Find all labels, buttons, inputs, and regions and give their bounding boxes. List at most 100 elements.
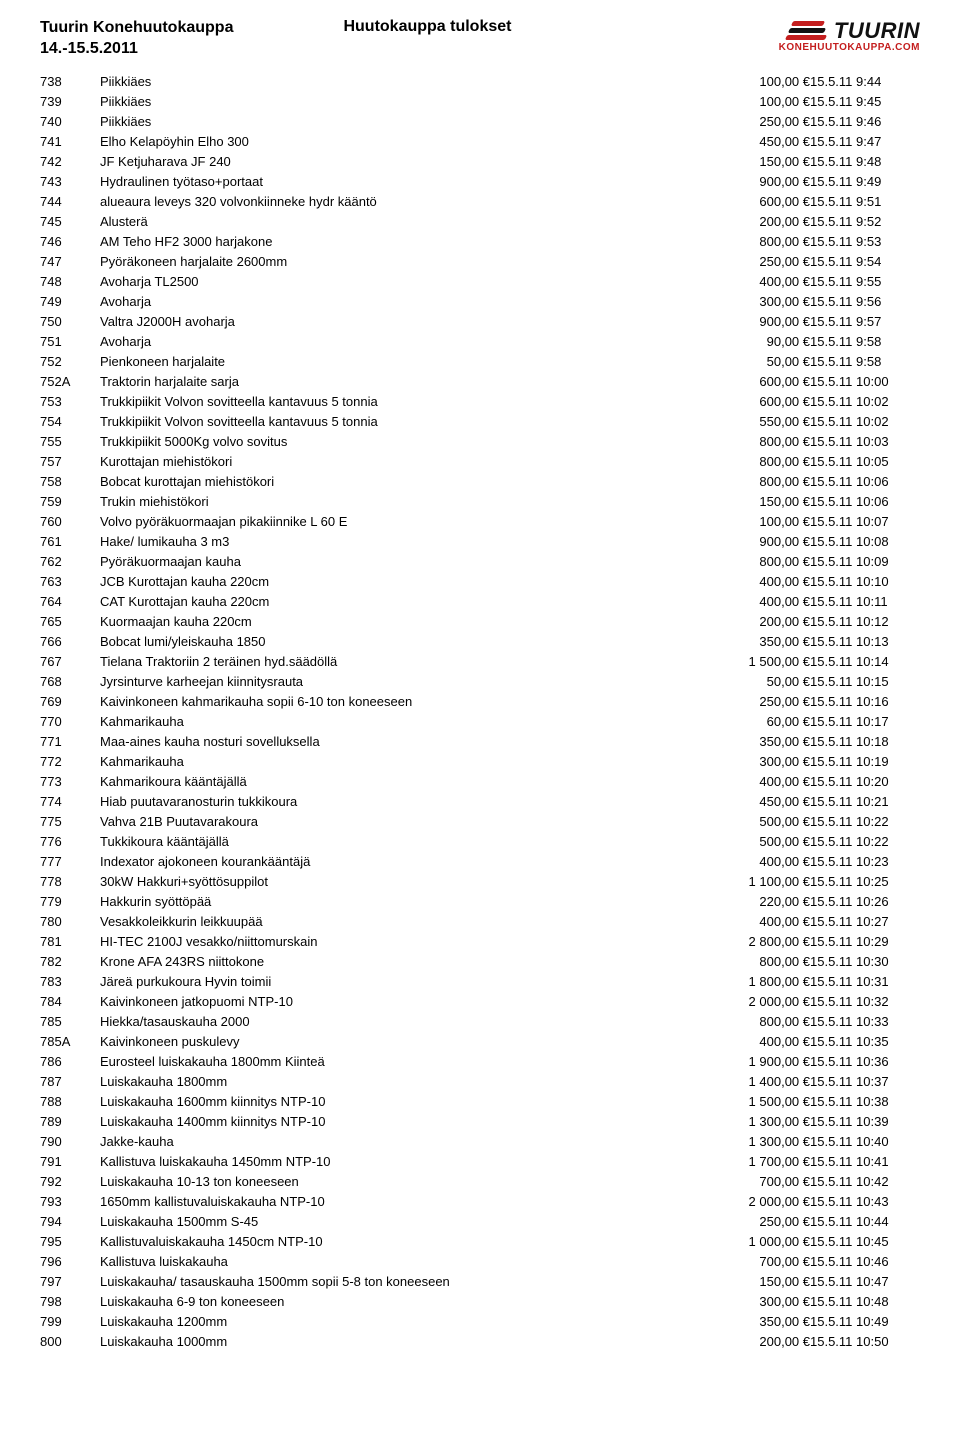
lot-timestamp: 15.5.11 9:53 <box>810 232 920 252</box>
lot-price: 350,00 € <box>680 732 810 752</box>
table-row: 752ATraktorin harjalaite sarja600,00 €15… <box>40 372 920 392</box>
table-row: 762Pyöräkuormaajan kauha800,00 €15.5.11 … <box>40 552 920 572</box>
lot-description: Maa-aines kauha nosturi sovelluksella <box>100 732 680 752</box>
lot-price: 900,00 € <box>680 532 810 552</box>
table-row: 796Kallistuva luiskakauha700,00 €15.5.11… <box>40 1252 920 1272</box>
lot-price: 350,00 € <box>680 1312 810 1332</box>
table-row: 783Järeä purkukoura Hyvin toimii1 800,00… <box>40 972 920 992</box>
lot-description: Tielana Traktoriin 2 teräinen hyd.säädöl… <box>100 652 680 672</box>
lot-description: Luiskakauha 1600mm kiinnitys NTP-10 <box>100 1092 680 1112</box>
lot-timestamp: 15.5.11 9:46 <box>810 112 920 132</box>
lot-id: 753 <box>40 392 100 412</box>
lot-price: 600,00 € <box>680 192 810 212</box>
lot-description: JF Ketjuharava JF 240 <box>100 152 680 172</box>
table-row: 780Vesakkoleikkurin leikkuupää400,00 €15… <box>40 912 920 932</box>
lot-price: 100,00 € <box>680 92 810 112</box>
lot-id: 752 <box>40 352 100 372</box>
lot-id: 776 <box>40 832 100 852</box>
lot-description: Kallistuvaluiskakauha 1450cm NTP-10 <box>100 1232 680 1252</box>
lot-description: Jakke-kauha <box>100 1132 680 1152</box>
table-row: 787Luiskakauha 1800mm1 400,00 €15.5.11 1… <box>40 1072 920 1092</box>
lot-description: Traktorin harjalaite sarja <box>100 372 680 392</box>
lot-timestamp: 15.5.11 10:02 <box>810 392 920 412</box>
lot-price: 1 700,00 € <box>680 1152 810 1172</box>
lot-description: Kurottajan miehistökori <box>100 452 680 472</box>
lot-price: 800,00 € <box>680 1012 810 1032</box>
lot-description: Kahmarikauha <box>100 712 680 732</box>
lot-price: 800,00 € <box>680 952 810 972</box>
lot-description: Luiskakauha 1000mm <box>100 1332 680 1352</box>
lot-timestamp: 15.5.11 10:07 <box>810 512 920 532</box>
lot-description: Valtra J2000H avoharja <box>100 312 680 332</box>
lot-timestamp: 15.5.11 10:00 <box>810 372 920 392</box>
lot-description: Avoharja <box>100 332 680 352</box>
lot-timestamp: 15.5.11 10:03 <box>810 432 920 452</box>
lot-timestamp: 15.5.11 10:30 <box>810 952 920 972</box>
lot-description: HI-TEC 2100J vesakko/niittomurskain <box>100 932 680 952</box>
lot-id: 757 <box>40 452 100 472</box>
lot-id: 772 <box>40 752 100 772</box>
lot-timestamp: 15.5.11 9:49 <box>810 172 920 192</box>
lot-timestamp: 15.5.11 9:47 <box>810 132 920 152</box>
lot-timestamp: 15.5.11 10:15 <box>810 672 920 692</box>
lot-price: 400,00 € <box>680 272 810 292</box>
lot-description: 30kW Hakkuri+syöttösuppilot <box>100 872 680 892</box>
lot-description: Bobcat kurottajan miehistökori <box>100 472 680 492</box>
lot-timestamp: 15.5.11 10:08 <box>810 532 920 552</box>
lot-price: 50,00 € <box>680 672 810 692</box>
lot-id: 752A <box>40 372 100 392</box>
lot-id: 749 <box>40 292 100 312</box>
lot-id: 779 <box>40 892 100 912</box>
lot-id: 738 <box>40 72 100 92</box>
lot-id: 790 <box>40 1132 100 1152</box>
lot-price: 50,00 € <box>680 352 810 372</box>
lot-id: 751 <box>40 332 100 352</box>
table-row: 799Luiskakauha 1200mm350,00 €15.5.11 10:… <box>40 1312 920 1332</box>
lot-price: 2 800,00 € <box>680 932 810 952</box>
lot-timestamp: 15.5.11 10:29 <box>810 932 920 952</box>
lot-description: 1650mm kallistuvaluiskakauha NTP-10 <box>100 1192 680 1212</box>
lot-description: Tukkikoura kääntäjällä <box>100 832 680 852</box>
lot-price: 800,00 € <box>680 432 810 452</box>
table-row: 785Hiekka/tasauskauha 2000800,00 €15.5.1… <box>40 1012 920 1032</box>
lot-timestamp: 15.5.11 10:32 <box>810 992 920 1012</box>
lot-price: 100,00 € <box>680 72 810 92</box>
lot-timestamp: 15.5.11 10:42 <box>810 1172 920 1192</box>
lot-price: 600,00 € <box>680 372 810 392</box>
lot-id: 763 <box>40 572 100 592</box>
table-row: 746AM Teho HF2 3000 harjakone800,00 €15.… <box>40 232 920 252</box>
lot-id: 787 <box>40 1072 100 1092</box>
lot-description: Luiskakauha/ tasauskauha 1500mm sopii 5-… <box>100 1272 680 1292</box>
lot-timestamp: 15.5.11 10:19 <box>810 752 920 772</box>
lot-id: 759 <box>40 492 100 512</box>
lot-description: Hydraulinen työtaso+portaat <box>100 172 680 192</box>
lot-id: 760 <box>40 512 100 532</box>
lot-price: 1 100,00 € <box>680 872 810 892</box>
lot-timestamp: 15.5.11 10:13 <box>810 632 920 652</box>
logo-mark-icon <box>786 19 828 43</box>
lot-price: 250,00 € <box>680 1212 810 1232</box>
lot-id: 746 <box>40 232 100 252</box>
lot-timestamp: 15.5.11 10:14 <box>810 652 920 672</box>
table-row: 758Bobcat kurottajan miehistökori800,00 … <box>40 472 920 492</box>
lot-description: Jyrsinturve karheejan kiinnitysrauta <box>100 672 680 692</box>
page: Tuurin Konehuutokauppa 14.-15.5.2011 Huu… <box>0 0 960 1392</box>
header-left: Tuurin Konehuutokauppa 14.-15.5.2011 <box>40 18 233 60</box>
lot-timestamp: 15.5.11 10:48 <box>810 1292 920 1312</box>
lot-timestamp: 15.5.11 10:10 <box>810 572 920 592</box>
lot-description: Hake/ lumikauha 3 m3 <box>100 532 680 552</box>
lot-timestamp: 15.5.11 10:31 <box>810 972 920 992</box>
lot-price: 800,00 € <box>680 232 810 252</box>
table-row: 790Jakke-kauha1 300,00 €15.5.11 10:40 <box>40 1132 920 1152</box>
lot-id: 788 <box>40 1092 100 1112</box>
lot-id: 765 <box>40 612 100 632</box>
lot-id: 766 <box>40 632 100 652</box>
table-row: 763JCB Kurottajan kauha 220cm400,00 €15.… <box>40 572 920 592</box>
lot-price: 220,00 € <box>680 892 810 912</box>
lot-timestamp: 15.5.11 9:54 <box>810 252 920 272</box>
lot-id: 789 <box>40 1112 100 1132</box>
lot-timestamp: 15.5.11 10:12 <box>810 612 920 632</box>
table-row: 782Krone AFA 243RS niittokone800,00 €15.… <box>40 952 920 972</box>
lot-id: 764 <box>40 592 100 612</box>
lot-timestamp: 15.5.11 9:44 <box>810 72 920 92</box>
